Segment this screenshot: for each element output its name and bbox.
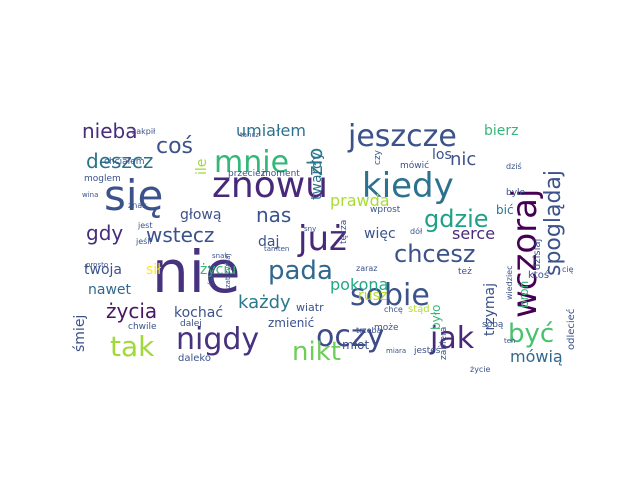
cloud-word: zatrzymaj	[224, 253, 232, 288]
cloud-word: wiedziec	[505, 265, 514, 300]
cloud-word: nas	[256, 203, 291, 227]
cloud-word: sił	[146, 262, 161, 278]
cloud-word: tamten	[264, 245, 289, 253]
cloud-word: mówić	[400, 160, 429, 171]
cloud-word: deszcz	[86, 149, 153, 173]
cloud-word: bić	[496, 203, 514, 217]
cloud-word: być	[508, 319, 554, 349]
cloud-word: chciałem	[104, 157, 144, 167]
cloud-word: twardy	[309, 152, 325, 200]
cloud-word: sny	[304, 225, 316, 233]
cloud-word: życie	[470, 365, 491, 374]
cloud-word: więc	[364, 226, 396, 242]
cloud-word: znak	[128, 201, 147, 210]
cloud-word: dół	[410, 226, 423, 236]
cloud-word: odlecieć	[565, 309, 577, 350]
cloud-word: się	[104, 171, 163, 220]
cloud-word: prawda	[330, 191, 390, 210]
cloud-word: młot	[342, 338, 369, 352]
cloud-word: kochać	[174, 305, 223, 321]
cloud-word: ile	[194, 159, 210, 175]
cloud-word: zmienić	[268, 316, 314, 330]
cloud-word: już	[297, 219, 347, 259]
cloud-word: zło	[303, 148, 327, 176]
cloud-word: moment	[262, 169, 300, 179]
cloud-word: trzeba	[356, 326, 382, 335]
cloud-word: gdy	[86, 221, 123, 245]
cloud-word: jak	[429, 321, 475, 356]
cloud-word: jeśli	[135, 236, 152, 246]
cloud-word: nie	[152, 238, 241, 306]
cloud-word: pada	[268, 256, 333, 286]
cloud-word: wczoraj	[505, 189, 545, 318]
cloud-word: nigdy	[176, 322, 259, 357]
cloud-word: tak	[110, 330, 155, 363]
cloud-word: daj	[258, 234, 279, 250]
cloud-word: mnie	[214, 145, 289, 180]
cloud-word: też	[458, 267, 472, 277]
cloud-word: nawet	[88, 282, 132, 298]
cloud-word: wprost	[370, 205, 401, 215]
cloud-word: czy	[373, 149, 383, 165]
cloud-word: tęcza	[339, 220, 349, 244]
cloud-word: jesteś	[413, 345, 441, 356]
cloud-word: nieba	[82, 119, 138, 143]
cloud-word: pokona	[330, 275, 388, 294]
cloud-word: bierz	[484, 123, 519, 139]
cloud-word: broń	[517, 281, 531, 308]
cloud-word: twoja	[84, 262, 122, 278]
cloud-word: nikt	[292, 337, 341, 367]
cloud-word: umiałem	[236, 121, 306, 140]
cloud-word: wstecz	[146, 223, 214, 247]
cloud-word: oczy	[316, 319, 384, 354]
cloud-word: ten	[504, 337, 516, 345]
cloud-word: życia	[106, 299, 157, 323]
cloud-word: chcesz	[394, 240, 475, 268]
cloud-word: zakpił	[132, 127, 156, 136]
cloud-word: chwile	[128, 322, 157, 332]
cloud-word: gdzie	[424, 205, 489, 233]
cloud-word: było	[429, 305, 443, 330]
cloud-word: znowu	[212, 165, 328, 206]
cloud-word: tańcz	[240, 131, 259, 139]
cloud-word: spoglądaj	[541, 170, 566, 276]
cloud-word: miara	[386, 347, 406, 355]
cloud-word: głową	[180, 207, 221, 223]
cloud-word: sobie	[350, 278, 430, 313]
cloud-word: zabiera	[439, 327, 449, 360]
cloud-word: życiu	[200, 262, 236, 278]
cloud-word: prosto	[86, 261, 108, 269]
cloud-word: jest	[137, 221, 152, 230]
cloud-word: wina	[82, 191, 98, 199]
cloud-word: trzymaj	[482, 283, 498, 336]
cloud-word: cię	[562, 265, 574, 274]
cloud-word: dalej	[180, 319, 202, 329]
cloud-word: zaraz	[356, 264, 378, 273]
cloud-word: los	[432, 147, 452, 163]
cloud-word: rusz	[358, 288, 387, 304]
cloud-word: daleko	[178, 353, 211, 364]
cloud-word: może	[374, 323, 399, 333]
cloud-word: świat	[206, 265, 216, 286]
cloud-word: nic	[450, 149, 476, 170]
cloud-word: chcę	[384, 305, 403, 314]
cloud-word: byle	[506, 188, 526, 198]
cloud-word: przecież	[228, 169, 266, 179]
cloud-word: sobą	[482, 320, 504, 330]
cloud-word: serce	[452, 224, 495, 243]
cloud-word: śmiej	[72, 315, 88, 352]
cloud-word: ktoś	[528, 269, 549, 281]
cloud-word: dzisiaj	[532, 239, 543, 270]
cloud-word: moglem	[84, 174, 121, 184]
cloud-word: jeszcze	[347, 119, 457, 154]
cloud-word: snak	[212, 252, 229, 260]
cloud-word: kiedy	[362, 166, 454, 206]
cloud-word: stąd	[408, 304, 430, 315]
cloud-word: dziś	[506, 161, 522, 171]
cloud-word: coś	[156, 134, 193, 159]
cloud-word: każdy	[238, 292, 291, 313]
cloud-word: mówią	[510, 347, 563, 366]
cloud-word: wiatr	[296, 301, 324, 314]
